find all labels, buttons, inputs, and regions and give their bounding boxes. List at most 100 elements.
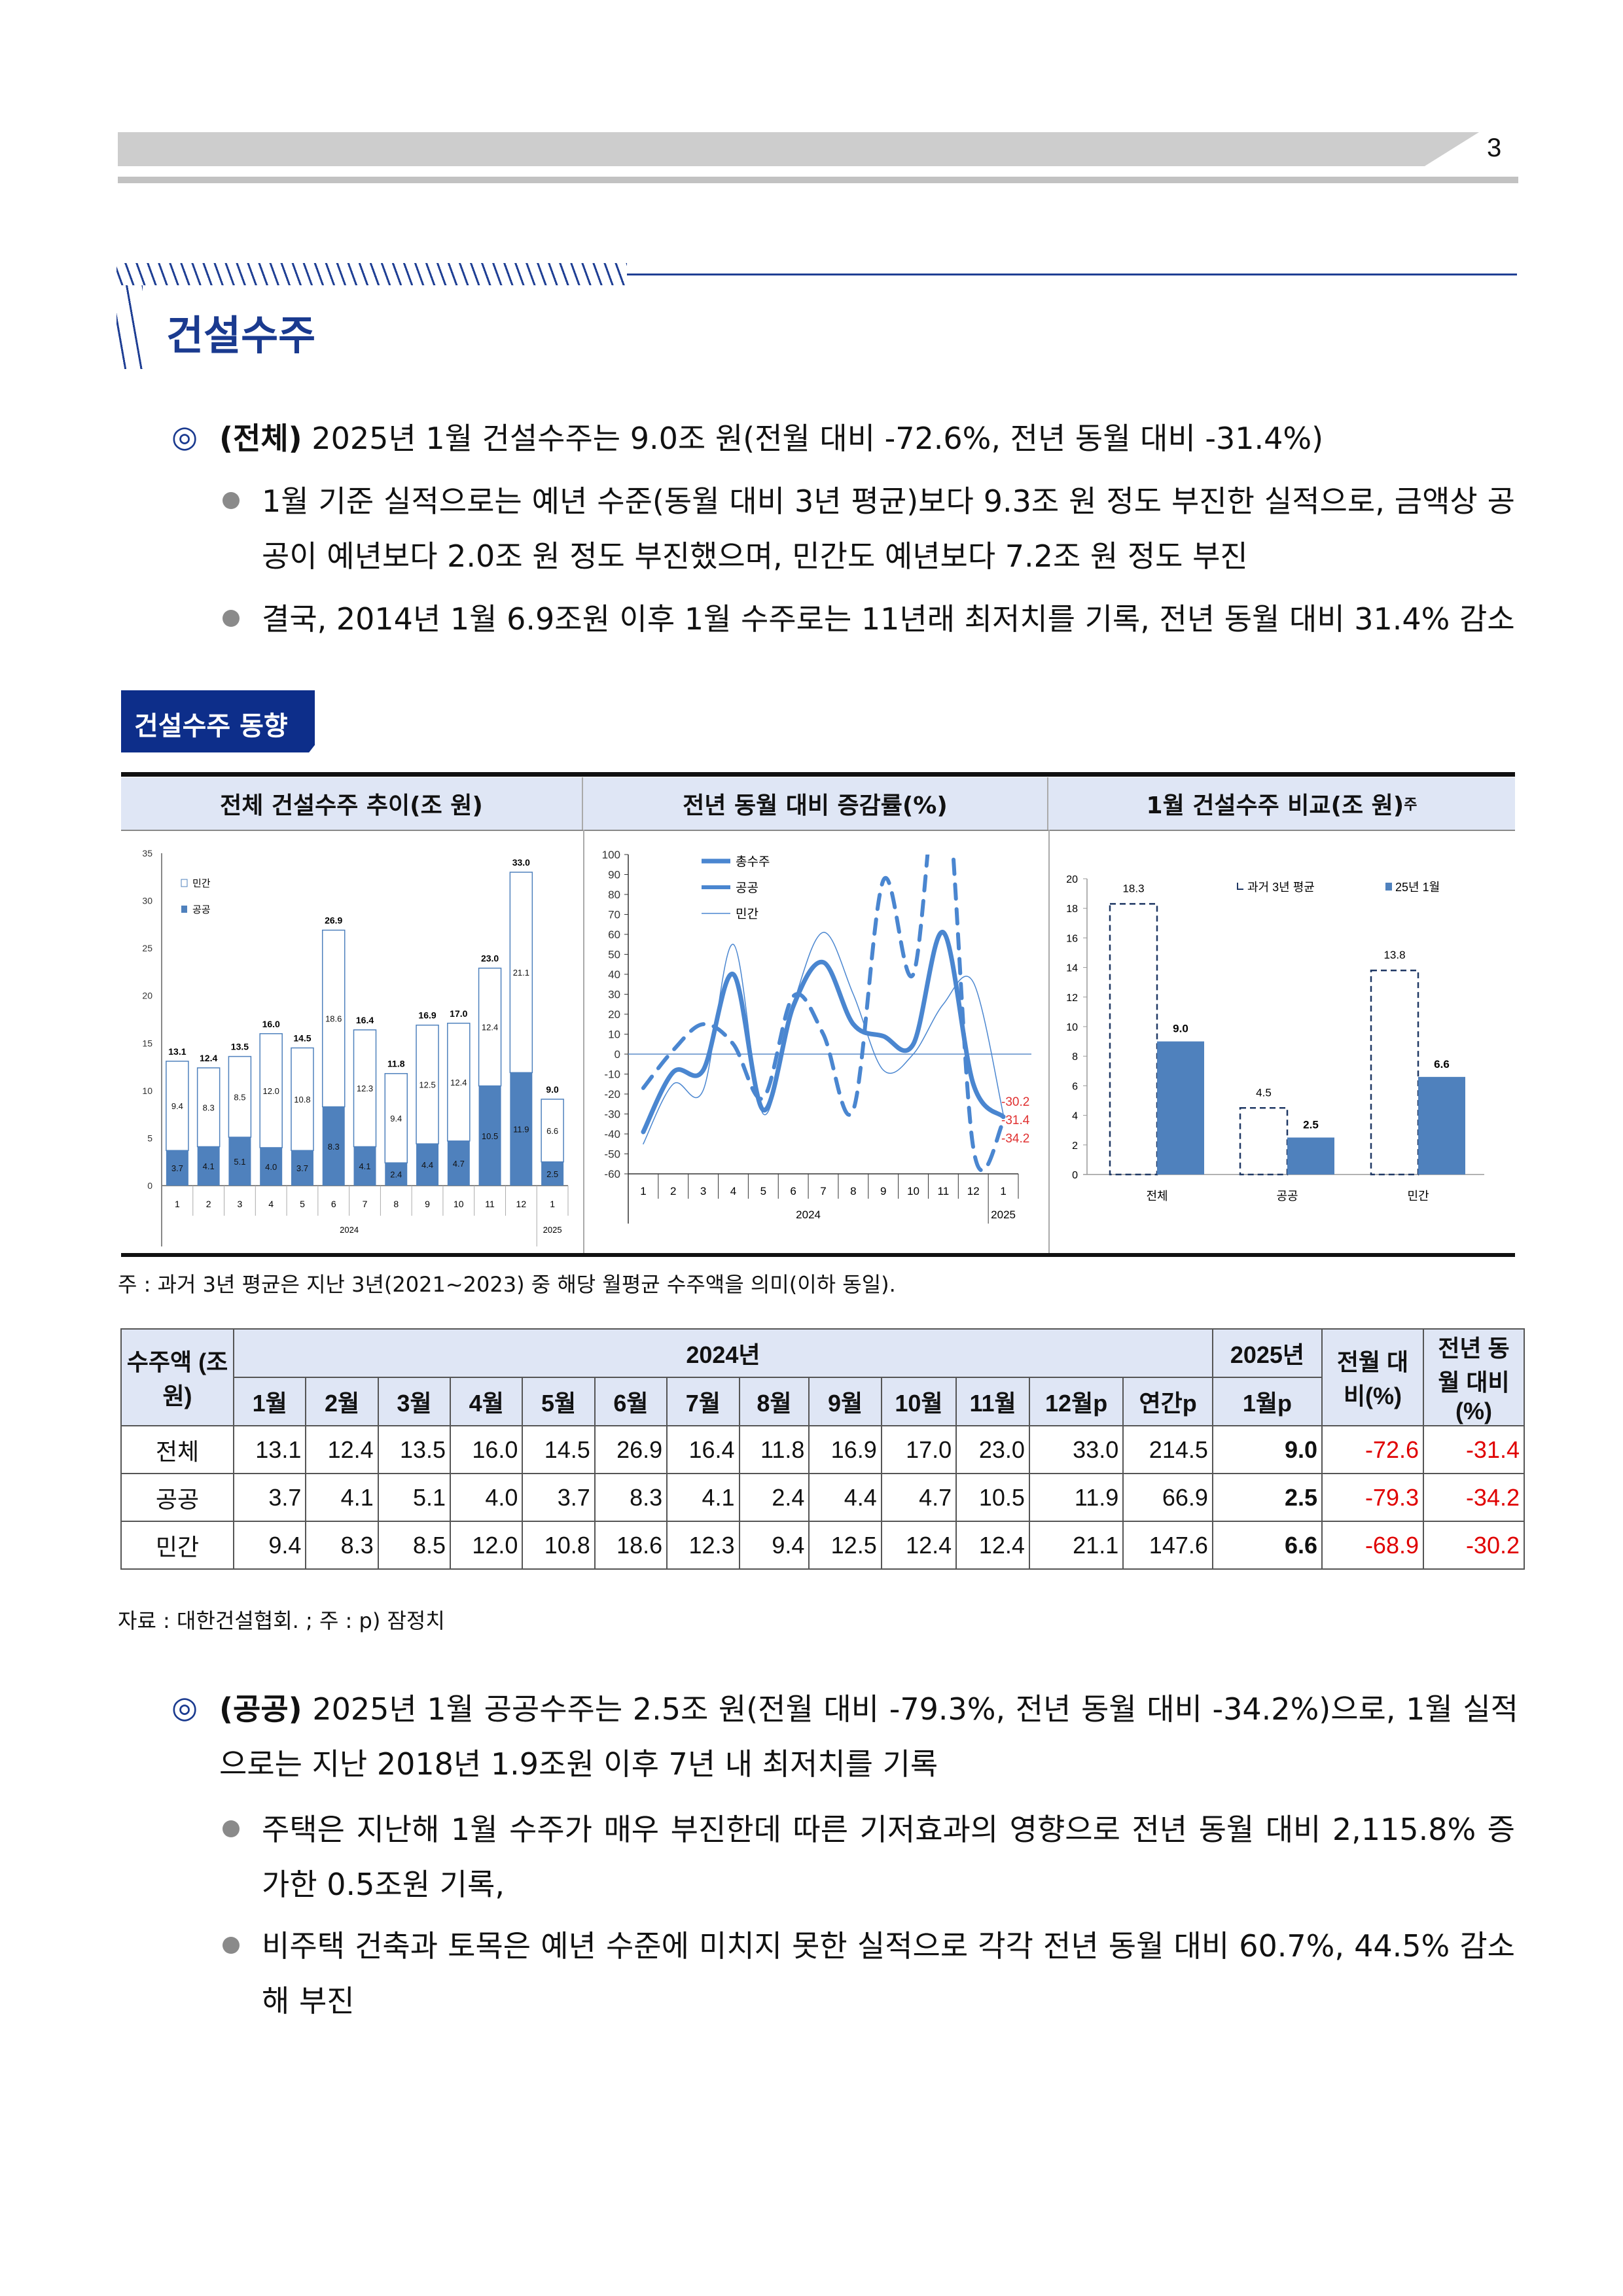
y-tick-label: 40 [608,968,620,981]
data-table: 수주액 (조 원) 2024년 2025년 전월 대비(%) 전년 동월 대비(… [120,1328,1525,1570]
y-tick-label: 20 [142,991,152,1001]
y-tick-label: 0 [1072,1170,1078,1181]
x-tick-label: 5 [300,1199,305,1209]
cell-value: 2.4 [738,1473,810,1522]
month-header: 2월 [305,1377,379,1426]
cell-value: 3.7 [522,1473,596,1522]
cell-value: 16.0 [450,1425,524,1474]
header-rule [121,830,1515,831]
cell-value: 21.1 [1028,1521,1124,1570]
private-value-label: 21.1 [513,968,529,978]
table-row: 공공 3.7 4.1 5.1 4.0 3.7 8.3 4.1 2.4 4.4 4.7 10.5 11.9… [120,1473,1525,1522]
cell-value: 8.3 [594,1473,668,1522]
legend-private-label: 민간 [192,878,211,889]
cell-value: 4.1 [666,1473,740,1522]
bar-private [321,929,346,1108]
month-header: 1월 [232,1377,307,1426]
public-value-label: 4.7 [453,1159,465,1169]
private-value-label: 12.0 [263,1086,279,1096]
cell-value: 9.4 [738,1521,810,1570]
bar-private [228,1055,252,1138]
legend-label: 공공 [736,881,758,895]
month-header: 12월p [1028,1377,1124,1426]
cell-yoy: -34.2 [1423,1473,1525,1522]
page-number: 3 [1487,133,1502,162]
bar-3yr-average [1109,903,1158,1176]
paragraph-overall: (전체) 2025년 1월 건설수주는 9.0조 원(전월 대비 -72.6%,… [219,411,1518,466]
bar-public [447,1140,470,1186]
x-tick-label: 12 [516,1199,527,1209]
cell-value: 8.3 [305,1521,379,1570]
private-value-label: 6.6 [546,1126,558,1136]
month-header: 5월 [522,1377,596,1426]
cell-value: 12.4 [305,1425,379,1474]
total-value-label: 33.0 [512,857,530,868]
year-2025-header: 2025년 [1211,1328,1323,1378]
y-tick-label: 10 [608,1029,620,1041]
public-value-label: 11.9 [513,1125,529,1135]
month-header: 9월 [808,1377,882,1426]
y-tick-label: 35 [142,848,152,858]
x-tick-label: 3 [700,1185,706,1197]
month-header: 11월 [955,1377,1030,1426]
bar-private [541,1099,564,1163]
x-tick-label: 1 [175,1199,180,1209]
year-label: 2024 [340,1225,359,1235]
total-value-label: 12.4 [200,1053,217,1063]
cell-value: 14.5 [522,1425,596,1474]
legend-average-label: 과거 3년 평균 [1247,881,1315,894]
y-tick-label: 50 [608,949,620,961]
private-value-label: 10.8 [294,1095,310,1104]
chart-header-yoy: 전년 동월 대비 증감률(%) [583,777,1048,830]
bar-3yr-average [1239,1107,1289,1176]
x-tick-label: 11 [938,1185,950,1197]
cell-jan-2025: 6.6 [1211,1521,1323,1570]
header-rule [118,177,1518,183]
bar-private [259,1033,283,1148]
x-tick-label: 1 [1000,1185,1006,1197]
x-tick-label: 7 [363,1199,368,1209]
y-tick-label: 20 [608,1008,620,1021]
cell-value: 9.4 [232,1521,307,1570]
month-header: 4월 [450,1377,524,1426]
y-tick-label: 14 [1066,963,1078,974]
private-value-label: 12.3 [357,1084,373,1093]
public-value-label: 3.7 [296,1163,308,1173]
bullet-icon [223,492,240,509]
x-tick-label: 11 [485,1199,495,1209]
cell-mom: -68.9 [1321,1521,1424,1570]
bullet-icon [223,1937,240,1954]
cell-value: 147.6 [1122,1521,1213,1570]
year-label: 2024 [796,1209,821,1221]
bar-public [541,1161,564,1186]
month-header: 3월 [377,1377,452,1426]
legend-public-label: 공공 [192,904,211,915]
total-value-label: 13.5 [231,1042,249,1052]
y-tick-label: 8 [1072,1051,1078,1063]
y-tick-label: 100 [602,849,620,861]
cell-value: 214.5 [1122,1425,1213,1474]
x-tick-label: 전체 [1146,1190,1168,1203]
bar-public [478,1086,501,1186]
bar-private [196,1067,221,1148]
box-label: 건설수주 동향 [121,690,315,752]
section-hatch-decoration [116,263,627,285]
cell-value: 12.4 [880,1521,957,1570]
cell-value: 13.1 [232,1425,307,1474]
cell-value: 4.7 [880,1473,957,1522]
y-tick-label: 10 [1066,1022,1078,1033]
section-hatch-decoration-vertical [116,285,143,369]
bar-public [416,1144,439,1186]
y-tick-label: -60 [604,1168,620,1180]
x-tick-label: 4 [268,1199,274,1209]
year-label: 2025 [543,1225,562,1235]
bar-3yr-average [1370,969,1419,1176]
row-label: 공공 [120,1473,234,1522]
bar-private [447,1023,471,1142]
cell-value: 16.4 [666,1425,740,1474]
x-tick-label: 1 [550,1199,555,1209]
month-header: 연간p [1122,1377,1213,1426]
public-value-label: 4.4 [421,1160,433,1170]
bar-public [385,1163,408,1186]
y-tick-label: 30 [608,989,620,1001]
